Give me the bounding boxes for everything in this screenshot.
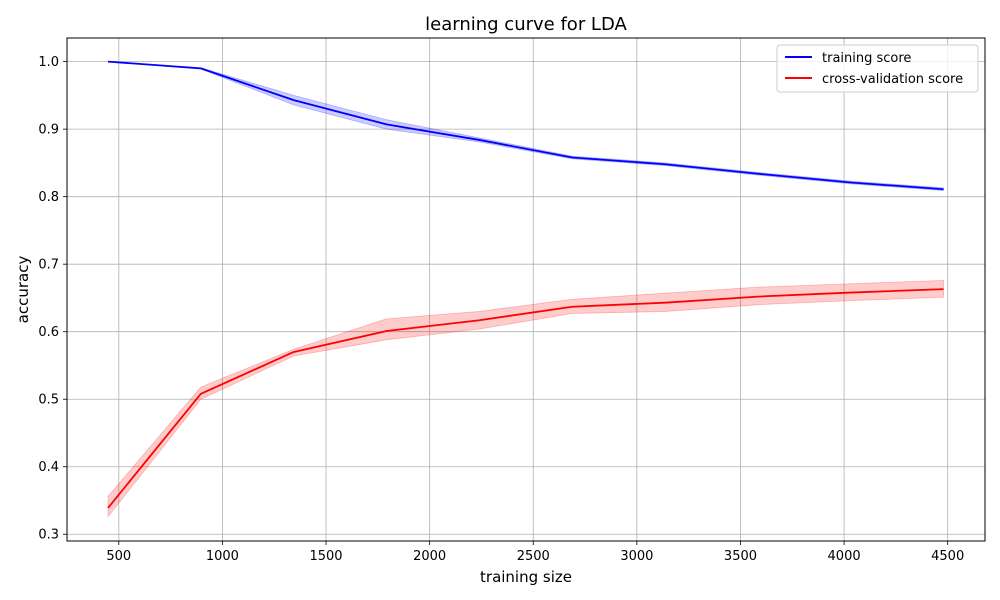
y-tick-label: 0.4 [38, 460, 59, 475]
y-axis-label: accuracy [14, 256, 32, 324]
legend-label-cross-validation: cross-validation score [822, 72, 963, 87]
y-tick-label: 1.0 [38, 55, 59, 70]
grid-lines [67, 38, 985, 541]
x-tick-label: 1000 [206, 549, 239, 564]
y-tick-label: 0.6 [38, 325, 59, 340]
x-tick-label: 4000 [828, 549, 861, 564]
cross-validation-score-line [107, 288, 944, 509]
x-tick-label: 1500 [309, 549, 342, 564]
legend: training score cross-validation score [776, 44, 979, 93]
x-tick-label: 3000 [620, 549, 653, 564]
plot-frame [66, 37, 986, 542]
cross-validation-score-band [107, 279, 944, 518]
x-tick-label: 4500 [931, 549, 964, 564]
axis-ticks: 500 1000 1500 2000 2500 3000 3500 4000 4500 0.3 0.… [38, 55, 964, 564]
legend-label-training: training score [822, 51, 911, 66]
x-tick-label: 500 [106, 549, 131, 564]
x-axis-label: training size [480, 568, 572, 586]
chart-title: learning curve for LDA [425, 14, 627, 35]
y-tick-label: 0.9 [38, 123, 59, 138]
y-tick-label: 0.8 [38, 190, 59, 205]
y-tick-label: 0.5 [38, 393, 59, 408]
series-lines [107, 60, 944, 509]
y-tick-label: 0.3 [38, 528, 59, 543]
legend-box [776, 44, 979, 93]
x-tick-label: 2000 [413, 549, 446, 564]
training-score-line [107, 60, 944, 191]
x-tick-label: 2500 [517, 549, 550, 564]
x-tick-label: 3500 [724, 549, 757, 564]
y-tick-label: 0.7 [38, 258, 59, 273]
